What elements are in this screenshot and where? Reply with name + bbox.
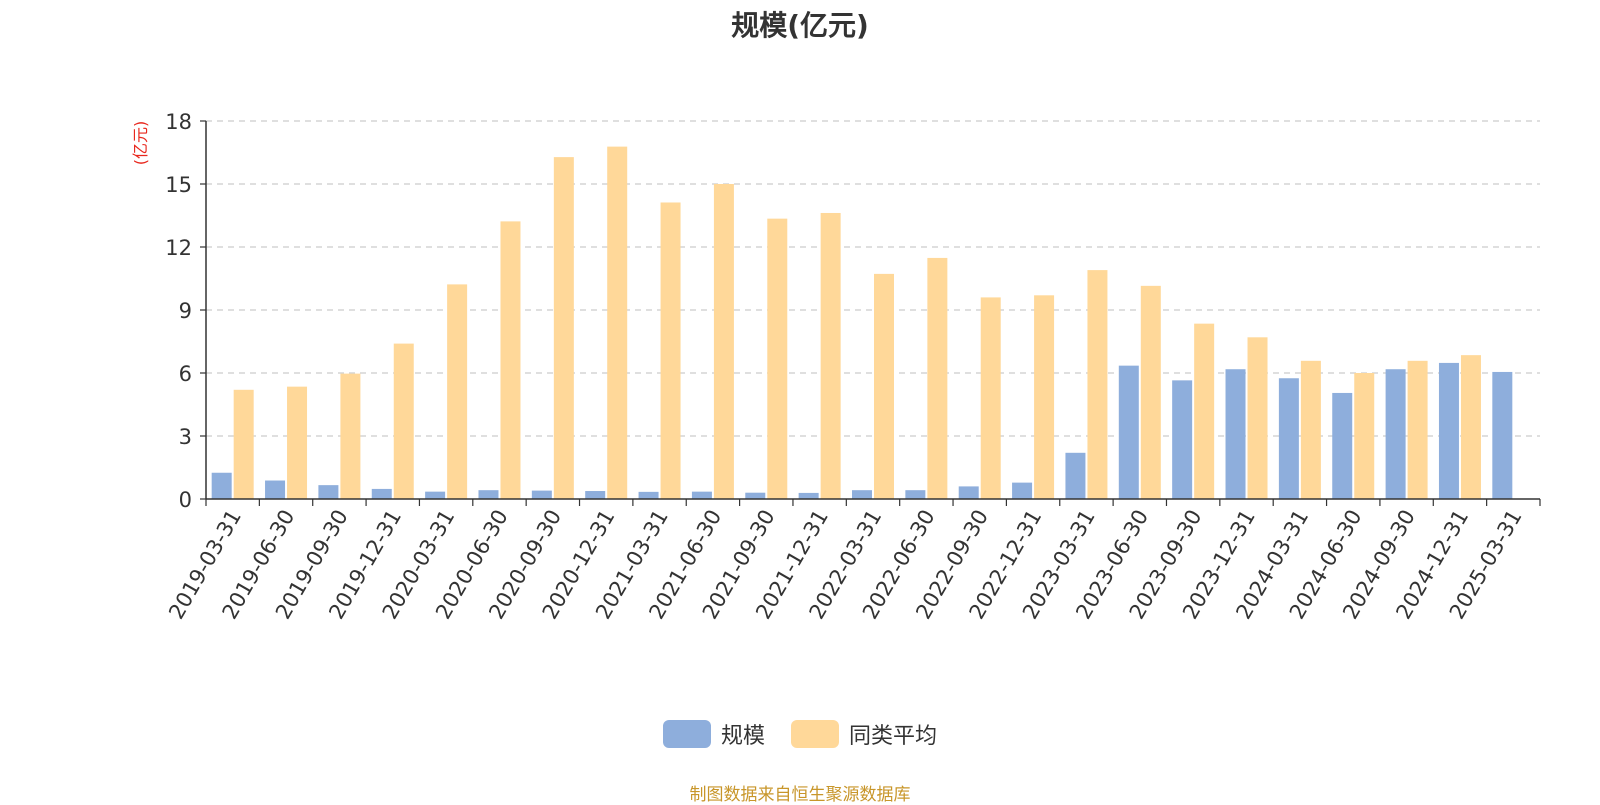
y-tick-label: 15: [165, 173, 192, 197]
bar-scale[interactable]: [798, 492, 819, 499]
bar-scale[interactable]: [1118, 365, 1139, 499]
bar-peer-average[interactable]: [500, 221, 521, 499]
bar-peer-average[interactable]: [1140, 285, 1161, 499]
legend-item-scale[interactable]: 规模: [662, 718, 765, 750]
axes: 03691215182019-03-312019-06-302019-09-30…: [164, 110, 1541, 623]
source-note: 制图数据来自恒生聚源数据库: [689, 785, 911, 805]
bar-peer-average[interactable]: [393, 343, 414, 499]
legend-swatch-scale: [662, 720, 711, 748]
bar-scale[interactable]: [265, 480, 286, 499]
y-tick-label: 12: [165, 236, 192, 260]
bar-scale[interactable]: [1492, 371, 1513, 499]
bar-peer-average[interactable]: [447, 284, 468, 499]
y-tick-label: 6: [179, 362, 192, 386]
legend-swatch-peer-average: [791, 720, 839, 748]
bar-scale[interactable]: [1332, 392, 1353, 499]
bar-peer-average[interactable]: [233, 389, 254, 499]
bar-peer-average[interactable]: [1300, 360, 1321, 499]
bar-scale[interactable]: [1172, 380, 1193, 499]
bar-scale[interactable]: [478, 490, 499, 499]
bar-scale[interactable]: [745, 492, 766, 499]
bar-peer-average[interactable]: [1407, 360, 1428, 499]
y-tick-label: 18: [165, 110, 192, 134]
chart-title: 规模(亿元): [731, 9, 869, 42]
bar-peer-average[interactable]: [607, 146, 628, 499]
y-tick-label: 0: [179, 488, 192, 512]
y-tick-label: 3: [179, 425, 192, 449]
bar-peer-average[interactable]: [1034, 295, 1055, 499]
bar-scale[interactable]: [531, 490, 552, 499]
bar-scale[interactable]: [638, 491, 659, 499]
bar-peer-average[interactable]: [1354, 373, 1375, 499]
bar-scale[interactable]: [1225, 369, 1246, 499]
bar-peer-average[interactable]: [767, 218, 788, 499]
y-tick-label: 9: [179, 299, 192, 323]
bar-peer-average[interactable]: [660, 202, 681, 500]
bar-peer-average[interactable]: [927, 257, 948, 499]
bar-peer-average[interactable]: [287, 386, 308, 499]
bar-scale[interactable]: [1065, 452, 1086, 499]
bar-scale[interactable]: [585, 491, 606, 499]
y-axis-label: (亿元): [131, 121, 150, 166]
bar-peer-average[interactable]: [340, 373, 361, 499]
bar-peer-average[interactable]: [820, 212, 841, 500]
bar-scale[interactable]: [691, 491, 712, 499]
bar-scale[interactable]: [371, 488, 392, 499]
legend-label-scale: 规模: [720, 724, 765, 749]
bar-peer-average[interactable]: [1087, 270, 1108, 499]
bar-scale[interactable]: [425, 491, 446, 499]
bars: [211, 146, 1513, 500]
bar-peer-average[interactable]: [1247, 337, 1268, 499]
legend-item-peer-average[interactable]: 同类平均: [791, 718, 937, 750]
bar-peer-average[interactable]: [874, 273, 894, 499]
bar-peer-average[interactable]: [980, 297, 1001, 499]
bar-scale[interactable]: [1438, 362, 1459, 499]
bar-peer-average[interactable]: [553, 157, 574, 499]
bar-scale[interactable]: [852, 490, 872, 499]
bar-scale[interactable]: [1278, 378, 1299, 499]
bar-scale[interactable]: [1385, 369, 1406, 499]
bar-scale[interactable]: [318, 485, 339, 499]
bar-peer-average[interactable]: [1460, 355, 1481, 499]
bar-scale[interactable]: [211, 472, 232, 499]
legend: 规模 同类平均: [0, 718, 1600, 750]
bar-peer-average[interactable]: [1194, 323, 1215, 499]
legend-label-peer-average: 同类平均: [849, 724, 938, 749]
bar-peer-average[interactable]: [713, 184, 734, 499]
bar-scale[interactable]: [905, 490, 926, 499]
bar-scale[interactable]: [1012, 482, 1033, 499]
bar-scale[interactable]: [958, 486, 979, 499]
